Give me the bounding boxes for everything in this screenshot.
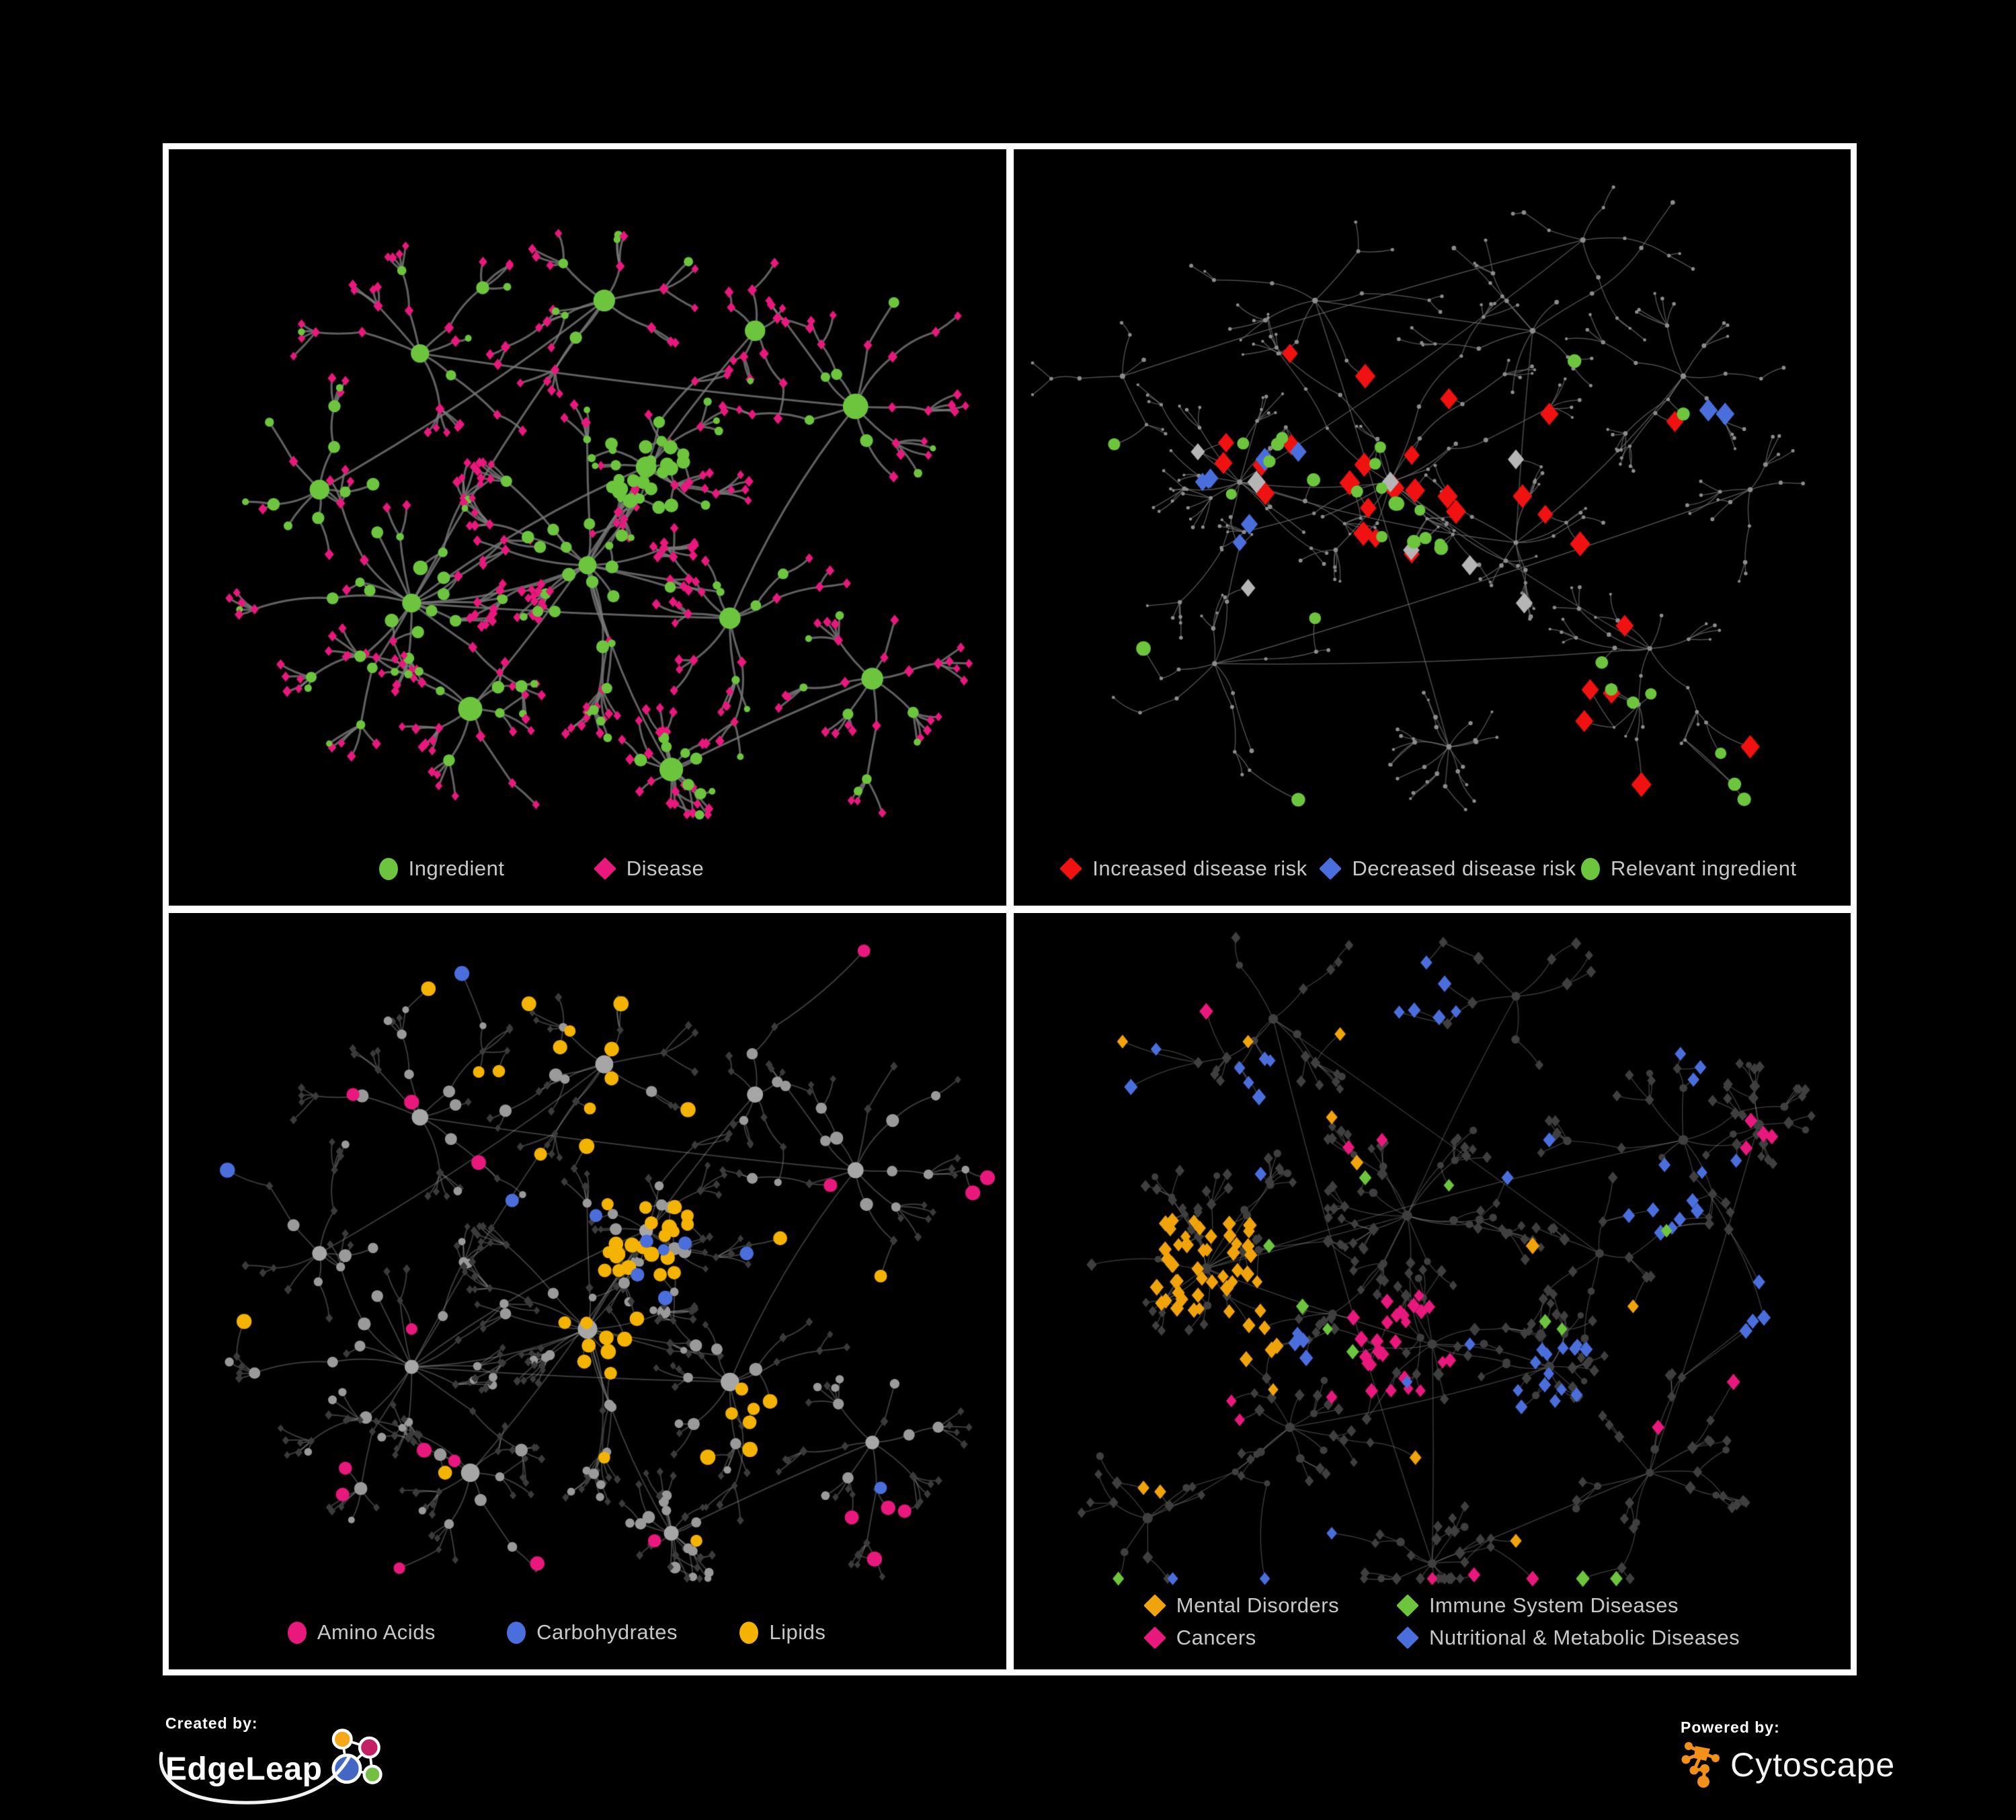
cytoscape-logo-icon (1681, 1742, 1720, 1788)
edgeleap-logo-icon (331, 1729, 383, 1784)
panel-grid: Ingredient Disease Increased disease risk… (163, 143, 1857, 1675)
network-canvas-nutrient-classes (169, 913, 1006, 1669)
network-canvas-disease-risk (1013, 149, 1851, 906)
panel-disease-classes: Mental Disorders Immune System Diseases Ca… (1013, 913, 1851, 1669)
powered-by-label: Powered by: (1681, 1718, 1780, 1736)
cytoscape-branding: Powered by: (1681, 1718, 1963, 1790)
panel-ingredient-disease: Ingredient Disease (169, 149, 1006, 906)
network-canvas-disease-classes (1013, 913, 1851, 1669)
panel-disease-risk: Increased disease risk Decreased disease … (1013, 149, 1851, 906)
network-canvas-ingredient-disease (169, 149, 1006, 906)
panel-nutrient-classes: Amino Acids Carbohydrates Lipids (169, 913, 1006, 1669)
created-by-label: Created by: (165, 1714, 258, 1732)
edgeleap-branding: Created by: EdgeLeap (159, 1714, 394, 1805)
edgeleap-logo-text: EdgeLeap (165, 1751, 323, 1787)
cytoscape-logo-text: Cytoscape (1730, 1746, 1896, 1784)
